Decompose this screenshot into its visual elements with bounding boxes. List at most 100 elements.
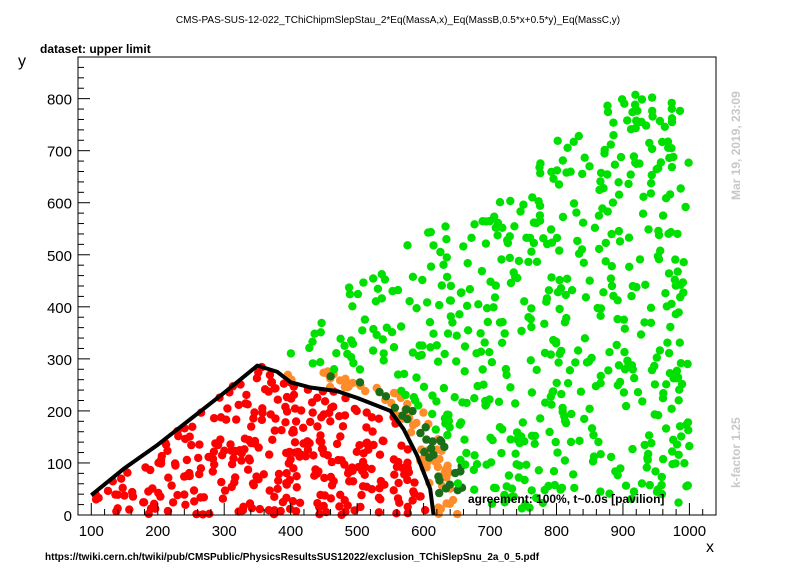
scatter-point-allowed [481, 396, 490, 406]
scatter-point-allowed [667, 404, 676, 413]
scatter-point-allowed [613, 471, 622, 480]
scatter-point-excluded [260, 385, 270, 394]
scatter-point-allowed [530, 439, 539, 448]
scatter-point-allowed [429, 329, 438, 338]
scatter-point-allowed [452, 331, 461, 340]
scatter-point-allowed [446, 312, 455, 321]
scatter-point-allowed-border [441, 484, 451, 493]
scatter-point-allowed [640, 318, 649, 327]
scatter-point-allowed [549, 467, 559, 476]
scatter-point-allowed [358, 326, 367, 335]
scatter-point-allowed [615, 237, 625, 246]
scatter-point-excluded [316, 490, 325, 500]
scatter-point-excluded [139, 498, 148, 507]
scatter-point-allowed [684, 158, 693, 167]
scatter-point-excluded [268, 435, 277, 444]
scatter-point-allowed [437, 281, 446, 290]
scatter-point-allowed [609, 291, 618, 301]
scatter-point-excluded [170, 459, 180, 468]
scatter-point-excluded [282, 493, 291, 502]
scatter-point-excluded [204, 452, 213, 462]
scatter-point-allowed [575, 436, 584, 445]
scatter-point-allowed [488, 436, 497, 445]
y-tick-label: 0 [64, 508, 72, 525]
source-url: https://twiki.cern.ch/twiki/pub/CMSPubli… [45, 552, 540, 563]
scatter-point-excluded [112, 507, 121, 516]
scatter-point-allowed [444, 416, 454, 426]
scatter-point-allowed [517, 326, 526, 336]
scatter-point-allowed [489, 303, 498, 312]
scatter-point-excluded [195, 440, 204, 449]
scatter-point-allowed [666, 322, 675, 332]
scatter-point-allowed [571, 358, 580, 367]
scatter-point-allowed [650, 380, 660, 389]
scatter-point-excluded [257, 415, 267, 425]
scatter-point-allowed [553, 288, 563, 297]
scatter-point-excluded [292, 472, 301, 481]
scatter-point-allowed [676, 359, 686, 368]
scatter-point-excluded-border [361, 386, 370, 396]
scatter-point-excluded [281, 402, 290, 412]
scatter-point-allowed [369, 274, 378, 283]
scatter-point-allowed [675, 106, 685, 116]
scatter-point-excluded [238, 506, 248, 515]
scatter-point-allowed [497, 255, 506, 264]
scatter-point-allowed [554, 358, 563, 367]
scatter-point-allowed [668, 460, 677, 469]
scatter-point-allowed [393, 370, 403, 379]
scatter-point-allowed [673, 267, 682, 276]
scatter-point-allowed-border [421, 423, 430, 432]
scatter-point-allowed [635, 255, 645, 264]
scatter-point-allowed-border [390, 403, 400, 412]
scatter-point-allowed [562, 168, 571, 177]
scatter-point-allowed [405, 297, 414, 306]
y-tick-label: 400 [47, 300, 72, 317]
scatter-point-excluded [167, 481, 176, 490]
scatter-point-allowed [463, 326, 473, 335]
scatter-point-allowed [436, 247, 445, 257]
scatter-point-excluded [237, 456, 246, 465]
scatter-point-allowed [637, 117, 646, 127]
scatter-point-excluded-border [443, 467, 452, 476]
scatter-point-allowed [607, 229, 616, 239]
scatter-point-excluded [289, 464, 298, 473]
scatter-point-allowed [625, 262, 634, 271]
x-tick-label: 100 [79, 523, 104, 540]
scatter-point-allowed [619, 315, 629, 324]
scatter-point-allowed [507, 493, 516, 502]
scatter-point-allowed [648, 112, 657, 121]
scatter-point-excluded [380, 480, 389, 489]
scatter-point-excluded [394, 478, 403, 488]
scatter-point-allowed [528, 193, 537, 202]
scatter-point-allowed [626, 170, 635, 179]
scatter-point-allowed [667, 162, 677, 172]
scatter-point-allowed [621, 401, 631, 411]
scatter-point-excluded [125, 505, 134, 514]
scatter-point-allowed [588, 457, 598, 466]
scatter-point-excluded [317, 413, 326, 422]
scatter-point-allowed [485, 216, 495, 226]
scatter-point-allowed [560, 416, 570, 426]
scatter-point-allowed [624, 361, 633, 371]
scatter-point-excluded [241, 399, 250, 408]
dataset-label: dataset: upper limit [40, 42, 151, 56]
scatter-point-excluded [274, 476, 283, 485]
scatter-point-allowed [561, 290, 570, 300]
x-tick-label: 200 [145, 523, 170, 540]
scatter-point-allowed [439, 383, 449, 393]
scatter-point-excluded [276, 506, 285, 516]
scatter-point-allowed [563, 379, 573, 388]
x-tick-label: 300 [212, 523, 237, 540]
scatter-point-allowed [532, 257, 542, 266]
y-tick-label: 300 [47, 352, 72, 369]
scatter-point-excluded [403, 458, 412, 467]
scatter-point-allowed [606, 140, 615, 149]
scatter-point-allowed [532, 493, 541, 503]
scatter-point-allowed [645, 480, 654, 490]
scatter-point-excluded [374, 414, 384, 423]
scatter-point-allowed [661, 289, 670, 298]
scatter-point-excluded [234, 400, 243, 410]
scatter-point-excluded [279, 379, 289, 388]
exclusion-contour [90, 363, 436, 516]
scatter-point-allowed [512, 460, 521, 469]
